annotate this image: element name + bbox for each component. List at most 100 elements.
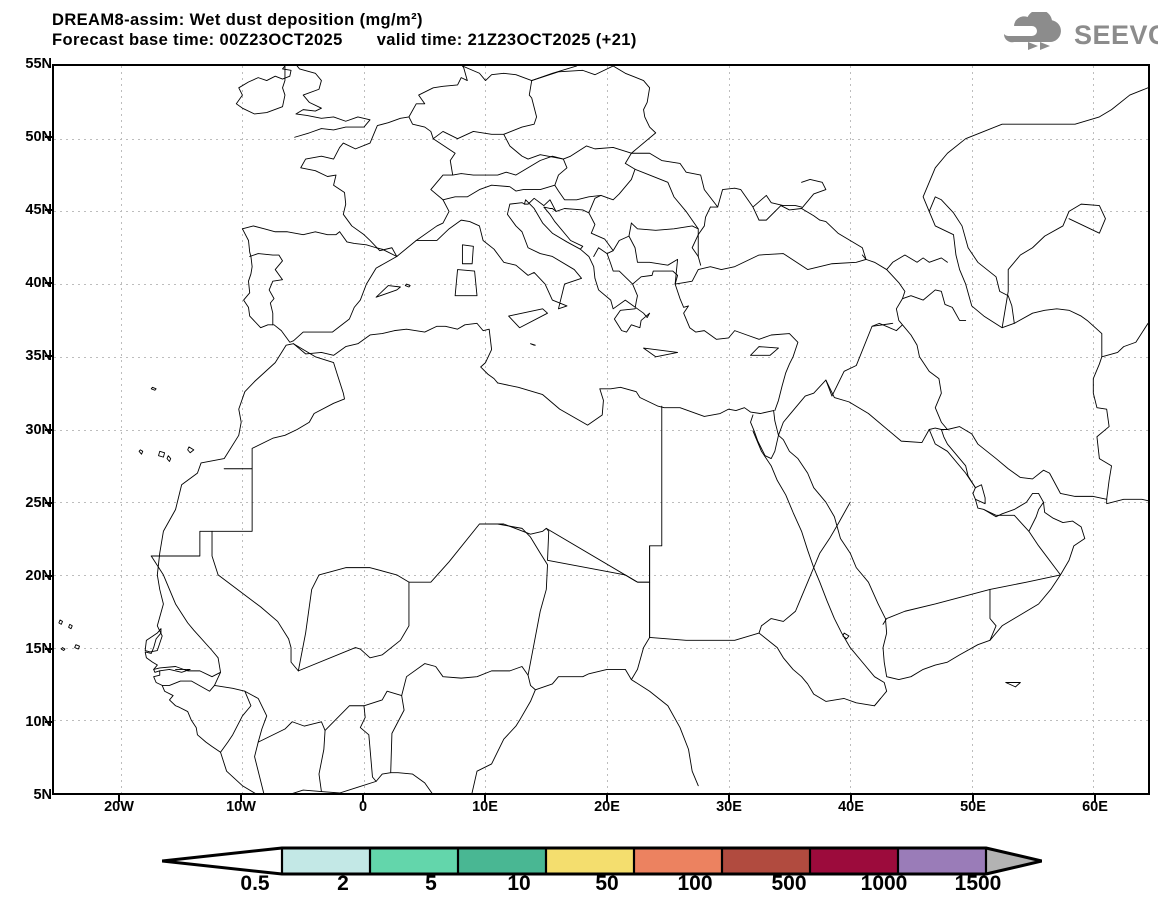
x-tick-mark-10E <box>484 795 486 802</box>
danube-border <box>631 223 698 230</box>
x-tick-label-0: 0 <box>358 799 368 815</box>
colorbar-label-4: 50 <box>595 872 619 895</box>
western-sahara-border <box>151 469 252 556</box>
x-tick-mark-30E <box>728 795 730 802</box>
iraq-syria-border <box>826 323 893 396</box>
libya-egypt-sudan-border <box>546 406 661 582</box>
y-tick-mark-20N <box>45 575 52 577</box>
x-tick-mark-20W <box>118 795 120 802</box>
azov-sea <box>802 179 826 220</box>
ukraine-black-sea-coast <box>710 188 753 207</box>
canary-island-tenerife <box>159 451 165 457</box>
cape-verde-island-1 <box>59 620 63 624</box>
y-tick-label-15N: 15N <box>25 641 52 657</box>
gridline-lat-40N <box>54 284 1148 286</box>
iran-iraq-border <box>902 325 947 430</box>
north-africa-mediterranean-coast <box>293 323 497 383</box>
y-tick-mark-10N <box>45 721 52 723</box>
caucasus-coast-link <box>862 255 866 259</box>
x-tick-mark-60E <box>1094 795 1096 802</box>
madeira-island <box>151 387 156 390</box>
x-tick-mark-10W <box>240 795 242 802</box>
y-axis: 55N 50N 45N 40N 35N 30N 25N 20N 15N 10N … <box>0 0 52 907</box>
y-tick-label-35N: 35N <box>25 348 52 364</box>
gridline-lat-20N <box>54 574 1148 576</box>
y-tick-mark-35N <box>45 355 52 357</box>
cyprus-island <box>751 347 779 356</box>
france-east-border <box>409 117 455 241</box>
gridline-lat-45N <box>54 211 1148 213</box>
y-tick-label-10N: 10N <box>25 714 52 730</box>
qatar-border <box>975 485 985 504</box>
red-sea-west-coast <box>753 431 887 706</box>
sinai-peninsula <box>751 411 779 459</box>
carpathian-borders <box>504 134 635 199</box>
x-tick-mark-0 <box>362 795 364 802</box>
x-tick-label-30E: 30E <box>716 799 742 815</box>
cad-chad-border <box>535 669 631 689</box>
serbia-hungary-border <box>589 195 601 212</box>
uae-border <box>984 502 1044 531</box>
y-tick-label-25N: 25N <box>25 495 52 511</box>
y-tick-mark-40N <box>45 282 52 284</box>
romania-moldova-ukraine-border <box>631 153 717 207</box>
cloud-wind-icon: SEEVCCC <box>1002 12 1158 50</box>
baltic-south-coast <box>462 66 613 81</box>
chart-title-block: DREAM8-assim: Wet dust deposition (mg/m²… <box>52 10 637 50</box>
turkey-black-sea-coast <box>675 254 866 285</box>
saudi-north-border <box>778 380 941 443</box>
cape-verde-island-4 <box>61 648 65 651</box>
x-tick-label-50E: 50E <box>960 799 986 815</box>
colorbar[interactable] <box>162 846 1042 876</box>
france-benelux-germany-coast <box>301 66 468 256</box>
alpine-borders <box>443 156 567 200</box>
senegal-guinea-coast <box>145 629 220 753</box>
colorbar-label-2: 5 <box>425 872 437 895</box>
x-tick-mark-40E <box>850 795 852 802</box>
colorbar-label-7: 1000 <box>860 872 908 895</box>
italy-balkans-greece-coast <box>416 200 677 332</box>
iberia-north-coast <box>242 226 339 235</box>
chad-sudan-border <box>546 528 649 679</box>
mallorca-island <box>376 286 400 298</box>
georgia-black-sea-coast <box>820 220 866 259</box>
colorbar-label-6: 500 <box>771 872 807 895</box>
niger-chad-border <box>498 524 548 675</box>
turkmenistan-iran-border <box>1014 309 1102 357</box>
gridline-lat-25N <box>54 502 1148 504</box>
albania-border <box>594 248 607 257</box>
x-tick-label-10W: 10W <box>226 799 256 815</box>
iran-gulf-south-coast <box>947 427 1148 504</box>
colorbar-dividers <box>280 848 988 874</box>
mali-algeria-border <box>298 568 409 671</box>
gridline-lat-35N <box>54 356 1148 358</box>
sudan-south-border <box>650 597 802 641</box>
gridline-lat-50N <box>54 138 1148 140</box>
y-tick-label-45N: 45N <box>25 202 52 218</box>
malta-island <box>530 344 535 345</box>
colorbar-label-5: 100 <box>677 872 713 895</box>
y-tick-mark-30N <box>45 429 52 431</box>
canary-island-gran-canaria <box>167 456 171 462</box>
turkey-levant-coast <box>675 284 798 410</box>
bulgaria-black-sea-coast <box>692 207 710 265</box>
greece-bulgaria-border <box>629 223 678 284</box>
y-tick-mark-25N <box>45 502 52 504</box>
menorca-island <box>405 284 410 287</box>
mauritania-mali-border <box>212 531 298 671</box>
map-plot-area[interactable] <box>52 64 1150 795</box>
gridline-lat-10N <box>54 720 1148 722</box>
kuwait-saudi-border <box>929 430 975 488</box>
iran-afghanistan-border <box>1093 323 1148 499</box>
kazakhstan-russia-border <box>923 88 1148 212</box>
colorbar-swatch-7 <box>898 848 986 874</box>
ethiopia-north-border <box>759 633 881 706</box>
liberia-cotedivoire-border <box>245 691 267 793</box>
turkey-east-border <box>866 259 905 330</box>
colorbar-over-swatch <box>986 848 1042 874</box>
portugal-border <box>250 254 283 325</box>
sicily-island <box>509 309 548 328</box>
gridline-lat-15N <box>54 647 1148 649</box>
corsica-island <box>462 245 473 264</box>
x-tick-label-60E: 60E <box>1082 799 1108 815</box>
